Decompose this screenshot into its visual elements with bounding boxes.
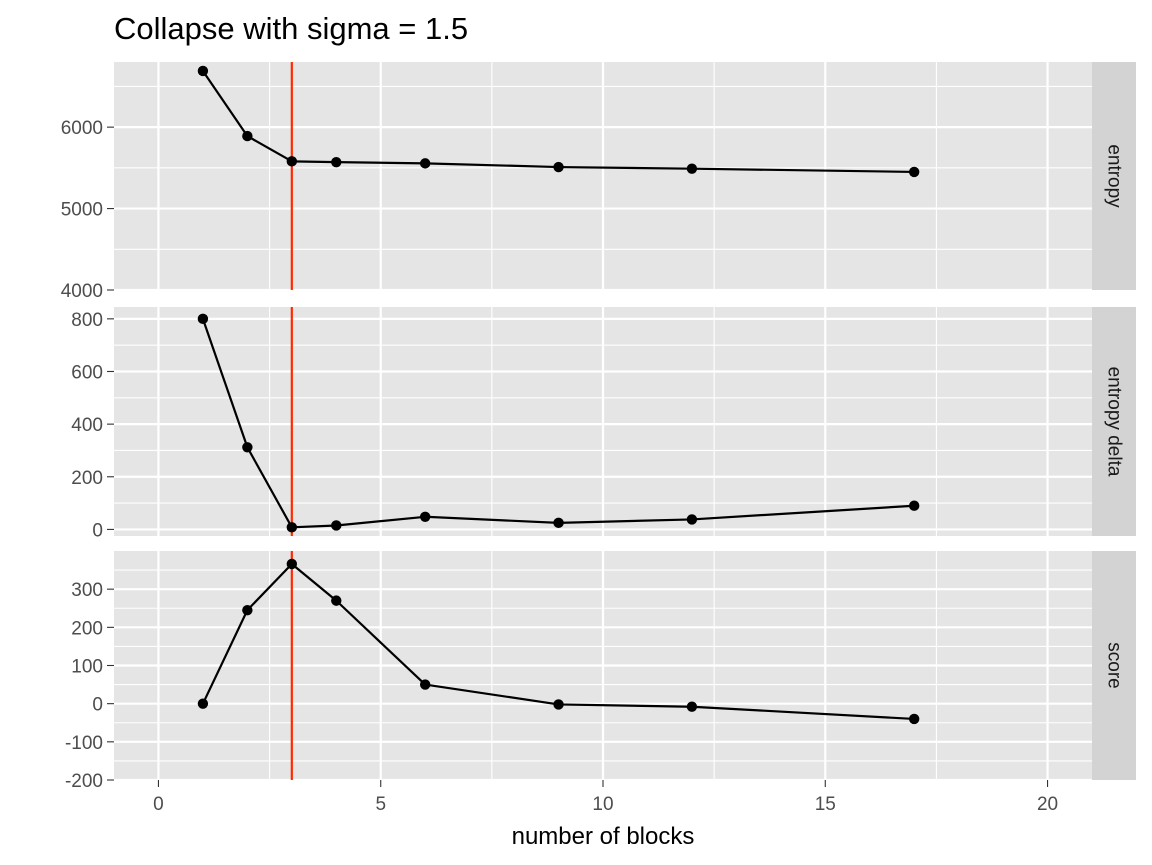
y-tick-label: 400 — [71, 415, 103, 436]
data-point — [419, 511, 431, 522]
y-tick-label: 800 — [71, 310, 103, 331]
data-point — [686, 514, 698, 525]
data-point — [331, 595, 342, 606]
data-point — [553, 699, 564, 710]
data-point — [908, 500, 920, 511]
strip-background — [1092, 62, 1136, 290]
x-tick-label: 5 — [375, 794, 386, 815]
data-point — [242, 130, 253, 142]
y-tick-label: 300 — [71, 580, 103, 601]
panel-entropy-delta: 0 200 400 600 800 entropy delta — [71, 307, 1136, 541]
data-point — [197, 698, 209, 709]
x-tick-label: 20 — [1037, 794, 1058, 815]
y-tick-label: -100 — [65, 733, 103, 754]
panel-entropy: 4000 5000 6000 entropy — [61, 62, 1136, 302]
series-line — [201, 318, 915, 529]
series-line — [202, 70, 915, 174]
y-tick-label: -200 — [65, 771, 103, 792]
strip-background — [1092, 307, 1136, 536]
data-point — [286, 156, 298, 167]
x-tick-label: 0 — [153, 794, 164, 815]
data-point — [553, 517, 564, 529]
data-point — [286, 558, 298, 570]
chart-title: Collapse with sigma = 1.5 — [114, 11, 468, 46]
y-tick-label: 0 — [92, 695, 103, 716]
x-tick-label: 15 — [815, 794, 836, 815]
y-tick-label: 200 — [71, 468, 103, 489]
data-point — [686, 163, 698, 174]
data-point — [197, 65, 209, 77]
y-tick-label: 6000 — [61, 118, 103, 139]
data-point — [419, 679, 431, 690]
data-point — [908, 166, 920, 178]
data-point — [331, 156, 342, 168]
strip-label: score — [1104, 642, 1125, 688]
data-point — [419, 158, 431, 169]
data-point — [686, 701, 698, 712]
y-tick-label: 5000 — [61, 200, 103, 221]
strip-label: entropy delta — [1104, 367, 1125, 477]
y-tick-label: 200 — [71, 618, 103, 639]
strip-background — [1092, 551, 1136, 780]
y-tick-label: 600 — [71, 362, 103, 383]
y-tick-label: 100 — [71, 657, 103, 678]
data-point — [197, 313, 209, 325]
data-point — [242, 442, 253, 453]
panels: 4000 5000 6000 entropy 0 200 400 600 800 entropy … — [61, 62, 1136, 792]
series-line — [201, 562, 915, 721]
y-tick-label: 4000 — [61, 281, 103, 302]
data-point — [908, 713, 920, 725]
x-axis-title: number of blocks — [512, 823, 695, 850]
strip-label: entropy — [1104, 144, 1125, 208]
data-point — [242, 604, 253, 616]
y-tick-label: 0 — [92, 520, 103, 541]
panel-score: -200 -100 0 100 200 300 score — [65, 551, 1136, 792]
data-point — [331, 520, 342, 531]
data-point — [553, 161, 564, 173]
x-axis: 0 5 10 15 20 — [153, 780, 1058, 815]
x-tick-label: 10 — [592, 794, 613, 815]
data-point — [286, 522, 298, 533]
